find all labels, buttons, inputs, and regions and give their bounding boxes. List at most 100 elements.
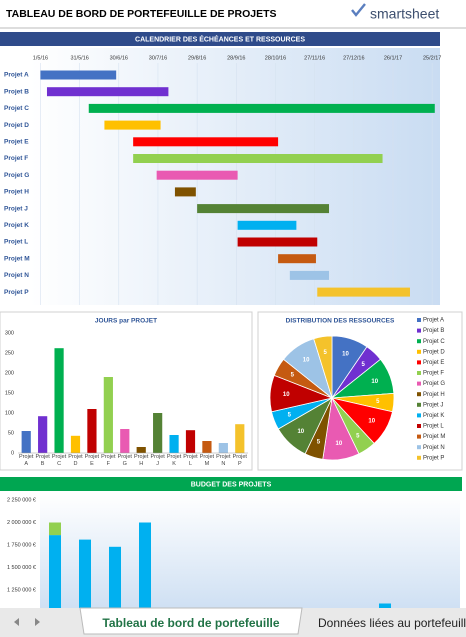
legend-label: Projet M	[423, 434, 445, 440]
x-tick-label-box: Projet H	[134, 454, 148, 467]
y-tick-label: 1 750 000 €	[7, 542, 36, 548]
bar	[87, 409, 97, 453]
legend-swatch	[417, 413, 421, 418]
gantt-bar	[289, 270, 330, 280]
bar-segment	[79, 539, 91, 608]
legend-label: Projet J	[423, 402, 443, 408]
bar	[136, 447, 146, 453]
chart-title: CALENDRIER DES ÉCHÉANCES ET RESSOURCES	[135, 34, 305, 43]
y-tick-label: 1 500 000 €	[7, 565, 36, 571]
bar	[235, 424, 245, 453]
gantt-bar	[278, 254, 316, 264]
chart-title: JOURS par PROJET	[95, 318, 157, 325]
bar	[120, 429, 130, 453]
gantt-bar	[133, 154, 383, 163]
legend-swatch	[417, 434, 421, 439]
x-tick-label-box: Projet C	[51, 454, 67, 467]
y-tick-label: 0	[11, 450, 14, 456]
data-label: 5	[362, 362, 366, 368]
data-label: 5	[291, 373, 295, 379]
x-tick-label-box: Projet G	[117, 454, 132, 467]
x-tick-label: Projet E	[84, 454, 100, 467]
logo: smartsheet	[370, 6, 439, 22]
tab-label[interactable]: Tableau de bord de portefeuille	[102, 616, 279, 630]
data-label: 10	[342, 352, 349, 358]
x-tick-label: 28/9/16	[227, 55, 245, 61]
x-tick-label-box: Projet L	[183, 454, 198, 467]
legend-swatch	[417, 328, 421, 333]
legend-label: Projet C	[423, 339, 445, 345]
data-label: 10	[283, 392, 290, 398]
row-label: Projet M	[4, 255, 30, 262]
data-label: 5	[376, 399, 380, 405]
x-tick-label-box: Projet A	[19, 454, 33, 467]
x-tick-label: 30/6/16	[110, 55, 128, 61]
y-tick-label: 1 250 000 €	[7, 587, 36, 593]
y-tick-label: 150	[5, 390, 14, 396]
x-tick-label-box: Projet B	[35, 454, 50, 467]
legend-label: Projet D	[423, 349, 445, 355]
logo-icon	[351, 3, 366, 17]
x-tick-label-box: Projet F	[101, 454, 115, 467]
legend-swatch	[417, 455, 421, 460]
legend-label: Projet K	[423, 413, 444, 419]
legend-swatch	[417, 360, 421, 365]
y-tick-label: 200	[5, 370, 14, 376]
bar	[70, 435, 81, 453]
active-tab[interactable]	[79, 607, 303, 635]
y-tick-label: 250	[5, 350, 14, 356]
row-label: Projet K	[4, 222, 29, 229]
bar	[21, 431, 31, 453]
x-tick-label: 27/11/16	[304, 55, 325, 61]
x-tick-label-box: Projet M	[200, 454, 214, 467]
legend-swatch	[417, 318, 421, 322]
section-header	[0, 477, 462, 491]
data-label: 10	[335, 441, 342, 447]
gantt-bar	[40, 70, 117, 80]
x-tick-label: Projet L	[183, 454, 198, 467]
bars	[21, 348, 245, 453]
x-tick-label: Projet G	[117, 454, 132, 467]
x-tick-label: Projet K	[166, 454, 182, 467]
x-tick-label: 1/5/16	[33, 55, 48, 61]
bar	[54, 348, 64, 453]
legend-label: Projet H	[423, 392, 445, 398]
data-label: 10	[297, 429, 304, 435]
row-label: Projet N	[4, 272, 29, 279]
legend-label: Projet P	[423, 455, 444, 461]
bar-segment	[139, 522, 151, 608]
x-tick-label: Projet C	[51, 454, 67, 467]
bar	[218, 443, 228, 453]
gantt-bar	[133, 137, 279, 147]
data-label: 5	[317, 439, 321, 445]
legend-swatch	[417, 445, 421, 450]
gantt-bar	[237, 220, 297, 230]
x-tick-label: 29/8/16	[188, 55, 206, 61]
x-tick-label-box: Projet J	[150, 454, 165, 467]
y-tick-label: 300	[5, 330, 14, 336]
data-label: 5	[288, 412, 292, 418]
gantt-bar	[104, 120, 161, 130]
gantt-bar	[237, 237, 318, 247]
x-tick-label: 31/5/16	[70, 55, 88, 61]
x-tick-label: Projet J	[150, 454, 165, 467]
bar-segment	[49, 535, 61, 608]
row-label: Projet G	[4, 172, 29, 179]
legend-label: Projet A	[423, 318, 444, 324]
chart-title: BUDGET DES PROJETS	[191, 481, 272, 488]
x-tick-label: 30/7/16	[149, 55, 167, 61]
tab-label[interactable]: Données liées au portefeuille	[318, 616, 466, 630]
plot-area	[40, 495, 460, 608]
x-tick-label-box: Projet P	[233, 454, 247, 467]
x-tick-label: 26/1/17	[384, 55, 402, 61]
gantt-bar	[88, 103, 435, 113]
legend-label: Projet N	[423, 445, 445, 451]
legend-swatch	[417, 381, 421, 386]
row-label: Projet P	[4, 289, 29, 296]
y-tick-label: 2 000 000 €	[7, 520, 36, 526]
x-tick-label: Projet B	[35, 454, 50, 467]
bar	[185, 430, 196, 453]
legend-swatch	[417, 371, 421, 375]
y-tick-label: 2 250 000 €	[7, 497, 36, 503]
